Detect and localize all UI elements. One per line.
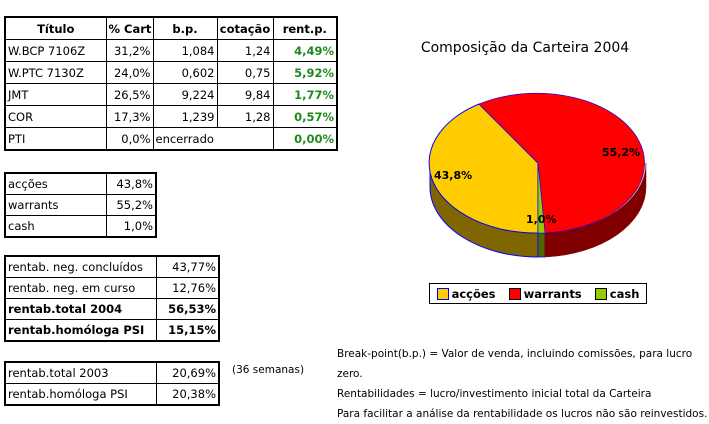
footnotes: Break-point(b.p.) = Valor de venda, incl… (337, 344, 709, 424)
cell-titulo: PTI (4, 127, 107, 151)
legend-label: acções (451, 286, 496, 301)
legend-item-cash: cash (594, 286, 640, 301)
table-row: warrants 55,2% (4, 194, 157, 216)
cell-label: cash (4, 215, 107, 238)
cell-bp-status: encerrado (152, 127, 274, 151)
table-row: rentab. neg. concluídos 43,77% (4, 255, 220, 278)
cell-label: rentab.total 2003 (4, 361, 157, 384)
cell-label: rentab. neg. em curso (4, 277, 157, 299)
table-row: rentab.homóloga PSI 15,15% (4, 319, 220, 342)
swatch-warrants-icon (508, 287, 521, 300)
table-header-row: Título % Cart b.p. cotação rent.p. (4, 16, 338, 40)
cell-cotacao: 1,28 (216, 105, 274, 128)
cell-value: 15,15% (155, 319, 220, 342)
header-titulo: Título (4, 16, 107, 40)
footnote-rentabilidades: Rentabilidades = lucro/investimento inic… (337, 388, 652, 400)
cell-cart: 31,2% (105, 39, 154, 62)
table-row: rentab.total 2003 20,69% (4, 361, 220, 384)
cell-cart: 24,0% (105, 61, 154, 84)
cell-bp: 9,224 (152, 83, 218, 106)
cell-bp: 1,084 (152, 39, 218, 62)
pie-slice-warrants (478, 92, 645, 234)
header-cart: % Cart (105, 16, 154, 40)
cell-value: 43,77% (155, 255, 220, 278)
legend-label: cash (609, 286, 640, 301)
legend-item-accoes: acções (436, 286, 496, 301)
cell-cart: 26,5% (105, 83, 154, 106)
cell-cotacao: 9,84 (216, 83, 274, 106)
footnote-reinvest: Para facilitar a análise da rentabilidad… (337, 408, 708, 420)
returns-2004-table: rentab. neg. concluídos 43,77% rentab. n… (4, 255, 220, 342)
returns-2003-table: rentab.total 2003 20,69% rentab.homóloga… (4, 361, 220, 406)
cell-label: rentab.total 2004 (4, 298, 157, 320)
cell-value: 1,0% (105, 215, 157, 238)
legend-item-warrants: warrants (508, 286, 582, 301)
label-cash: 1,0% (526, 213, 557, 226)
cell-bp: 0,602 (152, 61, 218, 84)
cell-bp: 1,239 (152, 105, 218, 128)
cell-label: warrants (4, 194, 107, 216)
cell-cotacao: 1,24 (216, 39, 274, 62)
cell-label: rentab. neg. concluídos (4, 255, 157, 278)
table-row: PTI 0,0% encerrado 0,00% (4, 127, 338, 151)
table-row: JMT 26,5% 9,224 9,84 1,77% (4, 83, 338, 106)
cell-value: 20,69% (155, 361, 220, 384)
table-row: W.PTC 7130Z 24,0% 0,602 0,75 5,92% (4, 61, 338, 84)
cell-value: 20,38% (155, 383, 220, 406)
cell-value: 56,53% (155, 298, 220, 320)
cell-titulo: W.BCP 7106Z (4, 39, 107, 62)
cell-label: acções (4, 172, 107, 195)
portfolio-table: Título % Cart b.p. cotação rent.p. W.BCP… (4, 16, 338, 151)
cell-rent: 5,92% (272, 61, 338, 84)
table-row: COR 17,3% 1,239 1,28 0,57% (4, 105, 338, 128)
table-row: rentab. neg. em curso 12,76% (4, 277, 220, 299)
pie-slice-accoes (428, 103, 539, 234)
table-row: W.BCP 7106Z 31,2% 1,084 1,24 4,49% (4, 39, 338, 62)
header-bp: b.p. (152, 16, 218, 40)
pie-slice-cash (537, 162, 546, 234)
header-cotacao: cotação (216, 16, 274, 40)
cell-rent: 4,49% (272, 39, 338, 62)
cell-titulo: COR (4, 105, 107, 128)
footnote-breakpoint: Break-point(b.p.) = Valor de venda, incl… (337, 348, 693, 380)
legend-label: warrants (523, 286, 582, 301)
cell-rent: 0,00% (272, 127, 338, 151)
cell-label: rentab.homóloga PSI (4, 319, 157, 342)
table-row: acções 43,8% (4, 172, 157, 195)
pie-side-warrants (544, 162, 647, 258)
swatch-accoes-icon (436, 287, 449, 300)
cell-rent: 1,77% (272, 83, 338, 106)
weeks-note: (36 semanas) (232, 364, 305, 376)
cell-cart: 0,0% (105, 127, 154, 151)
cell-value: 55,2% (105, 194, 157, 216)
cell-label: rentab.homóloga PSI (4, 383, 157, 406)
chart-legend: acções warrants cash (429, 283, 647, 304)
cell-rent: 0,57% (272, 105, 338, 128)
table-row: cash 1,0% (4, 215, 157, 238)
chart-title: Composição da Carteira 2004 (420, 40, 630, 56)
cell-titulo: JMT (4, 83, 107, 106)
header-rent: rent.p. (272, 16, 338, 40)
label-warrants: 55,2% (602, 146, 640, 159)
cell-titulo: W.PTC 7130Z (4, 61, 107, 84)
cell-value: 12,76% (155, 277, 220, 299)
table-row: rentab.total 2004 56,53% (4, 298, 220, 320)
composition-table: acções 43,8% warrants 55,2% cash 1,0% (4, 172, 157, 238)
label-accoes: 43,8% (434, 169, 472, 182)
swatch-cash-icon (594, 287, 607, 300)
cell-cotacao: 0,75 (216, 61, 274, 84)
table-row: rentab.homóloga PSI 20,38% (4, 383, 220, 406)
cell-cart: 17,3% (105, 105, 154, 128)
pie-side-cash (537, 232, 546, 258)
pie-chart: 43,8% 55,2% 1,0% (428, 92, 647, 258)
cell-value: 43,8% (105, 172, 157, 195)
